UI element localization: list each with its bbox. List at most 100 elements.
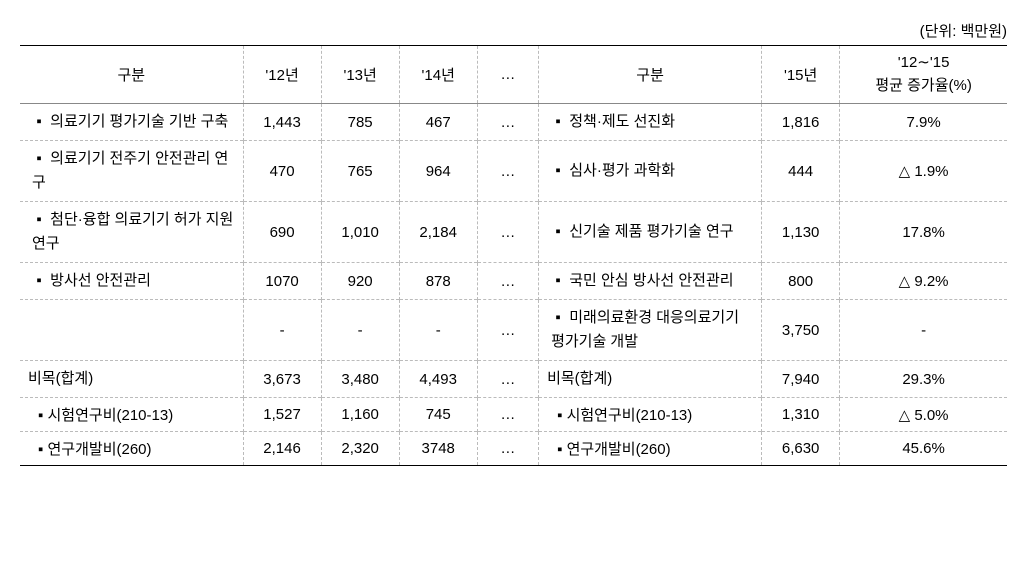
row-left-label: ▪ 첨단·융합 의료기기 허가 지원 연구	[20, 202, 243, 263]
unit-label: (단위: 백만원)	[20, 20, 1007, 41]
cell-y14: 2,184	[399, 202, 477, 263]
cell-dots: …	[477, 300, 538, 361]
row-left-text: 연구개발비(260)	[48, 441, 152, 458]
cell-avg: 45.6%	[840, 432, 1007, 466]
row-left-text: 의료기기 전주기 안전관리 연구	[32, 150, 228, 191]
row-right-label: ▪ 신기술 제품 평가기술 연구	[539, 202, 762, 263]
cell-y14: 467	[399, 104, 477, 141]
table-row: - - - … ▪ 미래의료환경 대응의료기기 평가기술 개발 3,750 -	[20, 300, 1007, 361]
row-left-label: ▪ 연구개발비(260)	[20, 432, 243, 466]
table-row: ▪ 시험연구비(210-13) 1,527 1,160 745 … ▪ 시험연구…	[20, 398, 1007, 432]
cell-y15: 800	[762, 263, 840, 300]
row-left-label	[20, 300, 243, 361]
col-y12: '12년	[243, 46, 321, 104]
cell-y13: 765	[321, 141, 399, 202]
cell-y14: 3748	[399, 432, 477, 466]
cell-y12: 1070	[243, 263, 321, 300]
cell-y15: 1,816	[762, 104, 840, 141]
cell-y14: -	[399, 300, 477, 361]
table-row: ▪ 연구개발비(260) 2,146 2,320 3748 … ▪ 연구개발비(…	[20, 432, 1007, 466]
bullet-icon: ▪	[551, 220, 565, 244]
row-left-text: 의료기기 평가기술 기반 구축	[50, 113, 228, 130]
subtotal-row: 비목(합계) 3,673 3,480 4,493 … 비목(합계) 7,940 …	[20, 361, 1007, 398]
cell-y13: 1,010	[321, 202, 399, 263]
cell-avg: △ 1.9%	[840, 141, 1007, 202]
cell-y13: 1,160	[321, 398, 399, 432]
cell-y13: 785	[321, 104, 399, 141]
cell-avg: △ 5.0%	[840, 398, 1007, 432]
col-avg: '12∼'15 평균 증가율(%)	[840, 46, 1007, 104]
row-right-text: 미래의료환경 대응의료기기 평가기술 개발	[551, 309, 739, 350]
cell-y14: 745	[399, 398, 477, 432]
col-avg-line2: 평균 증가율(%)	[875, 77, 972, 94]
bullet-icon: ▪	[32, 110, 46, 134]
row-right-label: ▪ 국민 안심 방사선 안전관리	[539, 263, 762, 300]
bullet-icon: ▪	[32, 208, 46, 232]
cell-y15: 6,630	[762, 432, 840, 466]
cell-avg: 7.9%	[840, 104, 1007, 141]
col-avg-line1: '12∼'15	[898, 54, 950, 71]
cell-avg: 17.8%	[840, 202, 1007, 263]
cell-dots: …	[477, 141, 538, 202]
table-row: ▪ 의료기기 전주기 안전관리 연구 470 765 964 … ▪ 심사·평가…	[20, 141, 1007, 202]
row-right-text: 심사·평가 과학화	[569, 162, 675, 179]
cell-dots: …	[477, 432, 538, 466]
row-left-text: 첨단·융합 의료기기 허가 지원 연구	[32, 211, 233, 252]
bullet-icon: ▪	[551, 269, 565, 293]
table-row: ▪ 첨단·융합 의료기기 허가 지원 연구 690 1,010 2,184 … …	[20, 202, 1007, 263]
bullet-icon: ▪	[557, 441, 562, 458]
row-right-label: ▪ 정책·제도 선진화	[539, 104, 762, 141]
row-right-text: 정책·제도 선진화	[569, 113, 675, 130]
cell-y15: 1,130	[762, 202, 840, 263]
cell-avg: △ 9.2%	[840, 263, 1007, 300]
bullet-icon: ▪	[38, 407, 43, 424]
cell-avg: 29.3%	[840, 361, 1007, 398]
row-right-text: 신기술 제품 평가기술 연구	[569, 223, 733, 240]
header-row: 구분 '12년 '13년 '14년 … 구분 '15년 '12∼'15평균 증가…	[20, 46, 1007, 104]
table-row: ▪ 방사선 안전관리 1070 920 878 … ▪ 국민 안심 방사선 안전…	[20, 263, 1007, 300]
row-left-label: ▪ 방사선 안전관리	[20, 263, 243, 300]
row-left-label: ▪ 의료기기 평가기술 기반 구축	[20, 104, 243, 141]
subtotal-right-label: 비목(합계)	[539, 361, 762, 398]
cell-y12: 3,673	[243, 361, 321, 398]
col-y13: '13년	[321, 46, 399, 104]
cell-y12: 690	[243, 202, 321, 263]
col-y14: '14년	[399, 46, 477, 104]
row-right-label: ▪ 연구개발비(260)	[539, 432, 762, 466]
col-y15: '15년	[762, 46, 840, 104]
row-left-text: 시험연구비(210-13)	[48, 407, 174, 424]
row-right-label: ▪ 심사·평가 과학화	[539, 141, 762, 202]
cell-dots: …	[477, 104, 538, 141]
col-gubun-right: 구분	[539, 46, 762, 104]
row-right-text: 국민 안심 방사선 안전관리	[569, 272, 733, 289]
cell-dots: …	[477, 398, 538, 432]
cell-y14: 878	[399, 263, 477, 300]
col-gubun-left: 구분	[20, 46, 243, 104]
cell-y12: 1,443	[243, 104, 321, 141]
cell-dots: …	[477, 263, 538, 300]
cell-y13: 920	[321, 263, 399, 300]
table-row: ▪ 의료기기 평가기술 기반 구축 1,443 785 467 … ▪ 정책·제…	[20, 104, 1007, 141]
row-right-label: ▪ 미래의료환경 대응의료기기 평가기술 개발	[539, 300, 762, 361]
budget-table: 구분 '12년 '13년 '14년 … 구분 '15년 '12∼'15 평균 증가…	[20, 45, 1007, 466]
cell-y12: 2,146	[243, 432, 321, 466]
bullet-icon: ▪	[557, 407, 562, 424]
subtotal-left-label: 비목(합계)	[20, 361, 243, 398]
cell-avg: -	[840, 300, 1007, 361]
bullet-icon: ▪	[38, 441, 43, 458]
row-left-label: ▪ 의료기기 전주기 안전관리 연구	[20, 141, 243, 202]
cell-y15: 3,750	[762, 300, 840, 361]
bullet-icon: ▪	[32, 147, 46, 171]
bullet-icon: ▪	[32, 269, 46, 293]
cell-y12: 1,527	[243, 398, 321, 432]
cell-y15: 7,940	[762, 361, 840, 398]
row-right-text: 연구개발비(260)	[567, 441, 671, 458]
bullet-icon: ▪	[551, 306, 565, 330]
row-left-text: 방사선 안전관리	[50, 272, 151, 289]
cell-y14: 4,493	[399, 361, 477, 398]
bullet-icon: ▪	[551, 110, 565, 134]
cell-dots: …	[477, 361, 538, 398]
cell-y13: 2,320	[321, 432, 399, 466]
cell-y15: 444	[762, 141, 840, 202]
cell-y13: -	[321, 300, 399, 361]
